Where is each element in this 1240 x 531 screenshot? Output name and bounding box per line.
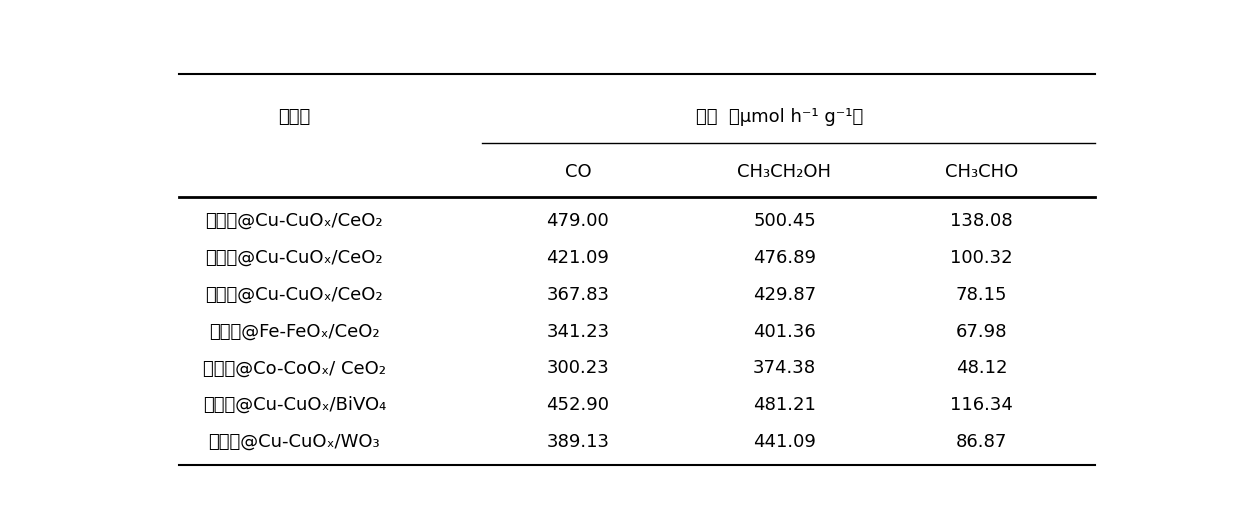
Text: 泡沫铝@Cu-CuOₓ/CeO₂: 泡沫铝@Cu-CuOₓ/CeO₂	[206, 249, 383, 267]
Text: CH₃CHO: CH₃CHO	[945, 163, 1018, 181]
Text: 452.90: 452.90	[547, 396, 609, 414]
Text: 泡沫铁@Cu-CuOₓ/CeO₂: 泡沫铁@Cu-CuOₓ/CeO₂	[206, 212, 383, 230]
Text: 421.09: 421.09	[547, 249, 609, 267]
Text: 48.12: 48.12	[956, 359, 1007, 378]
Text: 441.09: 441.09	[753, 433, 816, 451]
Text: 泡沫铁@Co-CoOₓ/ CeO₂: 泡沫铁@Co-CoOₓ/ CeO₂	[203, 359, 386, 378]
Text: 429.87: 429.87	[753, 286, 816, 304]
Text: 479.00: 479.00	[547, 212, 609, 230]
Text: 481.21: 481.21	[753, 396, 816, 414]
Text: 67.98: 67.98	[956, 322, 1007, 340]
Text: 产率  （μmol h⁻¹ g⁻¹）: 产率 （μmol h⁻¹ g⁻¹）	[696, 108, 863, 126]
Text: 500.45: 500.45	[753, 212, 816, 230]
Text: 泡沫铁@Cu-CuOₓ/WO₃: 泡沫铁@Cu-CuOₓ/WO₃	[208, 433, 381, 451]
Text: 催化剂: 催化剂	[278, 108, 310, 126]
Text: 300.23: 300.23	[547, 359, 609, 378]
Text: 78.15: 78.15	[956, 286, 1007, 304]
Text: 86.87: 86.87	[956, 433, 1007, 451]
Text: 泡沫铁@Fe-FeOₓ/CeO₂: 泡沫铁@Fe-FeOₓ/CeO₂	[210, 322, 379, 340]
Text: 100.32: 100.32	[950, 249, 1013, 267]
Text: CH₃CH₂OH: CH₃CH₂OH	[738, 163, 832, 181]
Text: 401.36: 401.36	[753, 322, 816, 340]
Text: 367.83: 367.83	[547, 286, 609, 304]
Text: 476.89: 476.89	[753, 249, 816, 267]
Text: 138.08: 138.08	[950, 212, 1013, 230]
Text: CO: CO	[564, 163, 591, 181]
Text: 389.13: 389.13	[547, 433, 609, 451]
Text: 泡沫铜@Cu-CuOₓ/CeO₂: 泡沫铜@Cu-CuOₓ/CeO₂	[206, 286, 383, 304]
Text: 374.38: 374.38	[753, 359, 816, 378]
Text: 泡沫铁@Cu-CuOₓ/BiVO₄: 泡沫铁@Cu-CuOₓ/BiVO₄	[202, 396, 386, 414]
Text: 116.34: 116.34	[950, 396, 1013, 414]
Text: 341.23: 341.23	[547, 322, 609, 340]
